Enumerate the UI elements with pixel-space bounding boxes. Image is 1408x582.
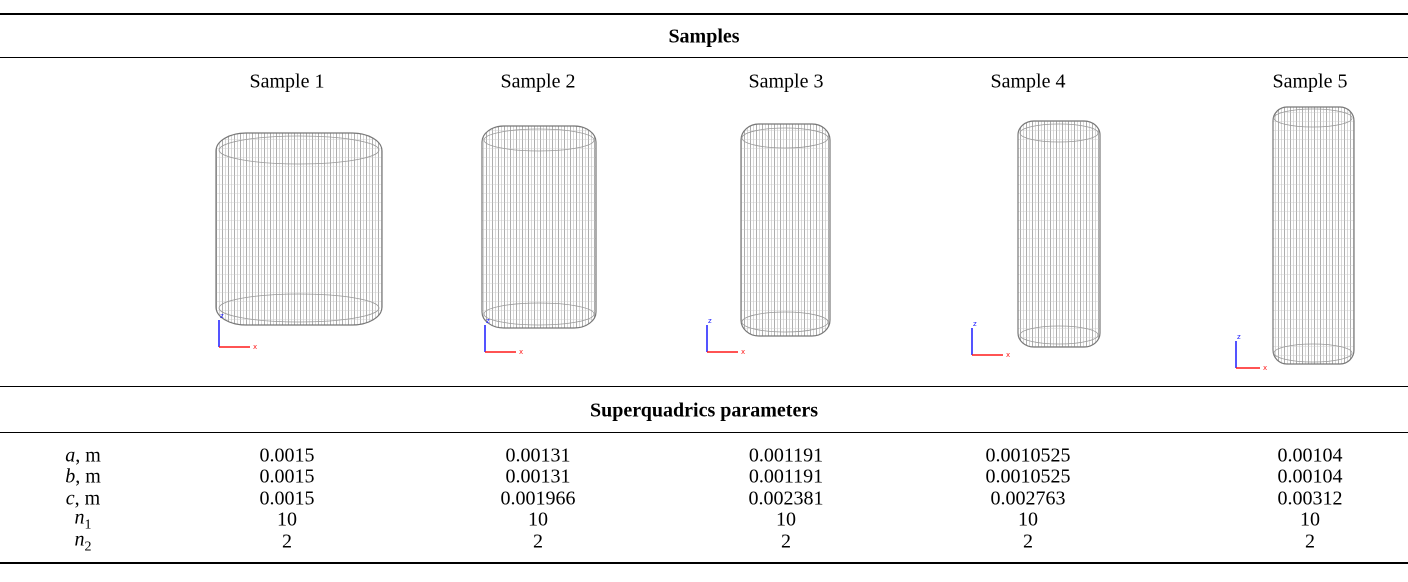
symbol: c [66,488,75,510]
bottom-rule [0,562,1408,564]
axis-label: x [1006,351,1010,359]
cell: 2 [533,531,543,554]
symbol: n [75,529,85,551]
symbol: n [75,507,85,529]
cell: 10 [277,509,297,532]
unit: , m [75,466,101,488]
cell: 0.00131 [506,445,571,468]
cell: 10 [528,509,548,532]
cell: 10 [1018,509,1038,532]
cell: 0.00104 [1278,466,1343,489]
axis-label: z [708,317,712,325]
cell: 0.0010525 [986,445,1071,468]
cell: 2 [781,531,791,554]
cell: 0.0010525 [986,466,1071,489]
axis-label: z [220,312,224,320]
page: Samples Sample 1 Sample 2 Sample 3 Sampl… [0,0,1408,582]
axis-label: z [1237,333,1241,341]
cell: 0.0015 [260,466,315,489]
axis-label: z [486,317,490,325]
cell: 0.0015 [260,445,315,468]
cell: 0.001191 [749,466,823,489]
cell: 0.00312 [1278,488,1343,511]
axis-icon [219,320,1260,368]
symbol: a [65,445,75,467]
cylinder [216,107,1354,364]
rule [0,386,1408,387]
cell: 0.002763 [991,488,1066,511]
cell: 0.001191 [749,445,823,468]
rule [0,432,1408,433]
cell: 2 [282,531,292,554]
cell: 10 [1300,509,1320,532]
row-label: n2 [75,529,92,556]
subscript: 2 [85,540,92,555]
cell: 0.0015 [260,488,315,511]
axis-label: x [1263,364,1267,372]
cell: 0.00131 [506,466,571,489]
symbol: b [65,466,75,488]
cell: 10 [776,509,796,532]
cell: 2 [1023,531,1033,554]
axis-label: z [973,320,977,328]
axis-label: x [253,343,257,351]
cell: 0.001966 [501,488,576,511]
row-label: b, m [65,466,101,489]
axis-label: x [519,348,523,356]
sample-images: z x z x z x z x z x [0,0,1408,582]
axis-label: x [741,348,745,356]
cell: 0.002381 [749,488,824,511]
unit: , m [75,445,101,467]
row-label: a, m [65,445,101,468]
cell: 0.00104 [1278,445,1343,468]
cell: 2 [1305,531,1315,554]
section-title: Superquadrics parameters [590,400,818,423]
